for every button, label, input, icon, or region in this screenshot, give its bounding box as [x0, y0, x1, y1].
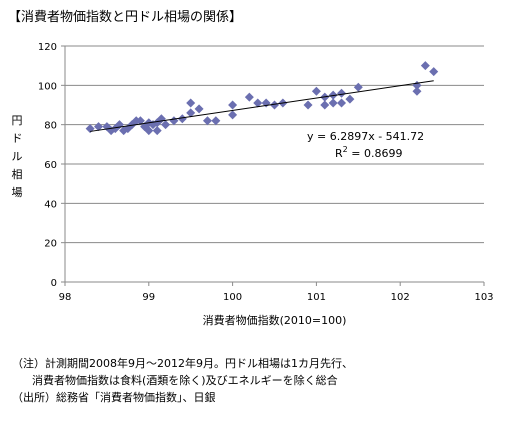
gridlines [65, 45, 484, 244]
y-axis-label-char: 相 [12, 168, 23, 181]
note-line-3: （出所）総務省「消費者物価指数」、日銀 [12, 391, 216, 404]
data-point [320, 100, 330, 110]
x-tick-label: 98 [59, 292, 72, 303]
data-point [202, 116, 212, 126]
y-axis-label-char: ド [12, 132, 23, 145]
x-tick-label: 100 [223, 292, 242, 303]
data-point [161, 120, 171, 130]
data-point [303, 100, 313, 110]
data-point [353, 82, 363, 92]
data-point [429, 67, 439, 77]
data-point [186, 108, 196, 118]
x-tick-label: 99 [142, 292, 155, 303]
r-squared-value: = 0.8699 [348, 147, 403, 160]
axes [61, 45, 485, 286]
footnotes: （注）計測期間2008年9月～2012年9月。円ドル相場は1カ月先行、 消費者物… [12, 355, 353, 406]
data-point [177, 114, 187, 124]
chart-title: 【消費者物価指数と円ドル相場の関係】 [8, 10, 243, 25]
scatter-chart: 98 99 100 101 102 103 0 20 40 60 80 100 120 y = 6.2… [12, 42, 494, 327]
x-axis-label: 消費者物価指数(2010=100) [203, 313, 347, 327]
y-axis-label-char: ル [12, 150, 23, 163]
x-tick-label: 102 [391, 292, 410, 303]
note-line-2: 消費者物価指数は食料(酒類を除く)及びエネルギーを除く総合 [32, 374, 338, 387]
data-point [169, 116, 179, 126]
data-point [412, 86, 422, 96]
x-tick-labels: 98 99 100 101 102 103 [59, 292, 494, 303]
trendline-group [90, 80, 434, 132]
data-point [114, 120, 124, 130]
data-point [337, 98, 347, 108]
y-axis-label: 円ドル相場 [12, 114, 23, 199]
trendline [90, 80, 434, 132]
data-point [194, 104, 204, 114]
r-squared-superscript: 2 [343, 145, 348, 154]
r-squared-label: R2 = 0.8699 [335, 145, 402, 160]
y-tick-label: 0 [51, 278, 57, 289]
y-tick-label: 120 [38, 42, 57, 53]
data-point [228, 110, 238, 120]
y-axis-label-char: 円 [12, 114, 23, 127]
y-tick-label: 40 [44, 199, 57, 210]
y-axis-label-char: 場 [12, 186, 23, 199]
data-point [228, 100, 238, 110]
data-point [412, 80, 422, 90]
data-point [144, 126, 154, 136]
data-point [152, 126, 162, 136]
data-point [345, 94, 355, 104]
data-point [244, 92, 254, 102]
y-tick-label: 20 [44, 239, 57, 250]
data-point [337, 88, 347, 98]
y-tick-label: 80 [44, 121, 57, 132]
x-tick-label: 103 [474, 292, 493, 303]
data-point [253, 98, 263, 108]
trendline-equation: y = 6.2897x - 541.72 [307, 130, 424, 143]
data-point [311, 86, 321, 96]
y-tick-label: 100 [38, 81, 57, 92]
note-line-1: （注）計測期間2008年9月～2012年9月。円ドル相場は1カ月先行、 [12, 357, 353, 370]
y-tick-label: 60 [44, 160, 57, 171]
data-point [110, 124, 120, 134]
data-point [85, 124, 95, 134]
data-point [270, 100, 279, 110]
data-point [211, 116, 221, 126]
x-tick-label: 101 [307, 292, 326, 303]
data-points [85, 61, 439, 136]
y-tick-labels: 0 20 40 60 80 100 120 [38, 42, 57, 289]
data-point [328, 98, 338, 108]
data-point [135, 116, 145, 126]
data-point [94, 122, 104, 132]
r-squared-symbol: R [335, 147, 343, 160]
data-point [186, 98, 196, 108]
data-point [123, 124, 133, 134]
data-point [420, 61, 430, 71]
